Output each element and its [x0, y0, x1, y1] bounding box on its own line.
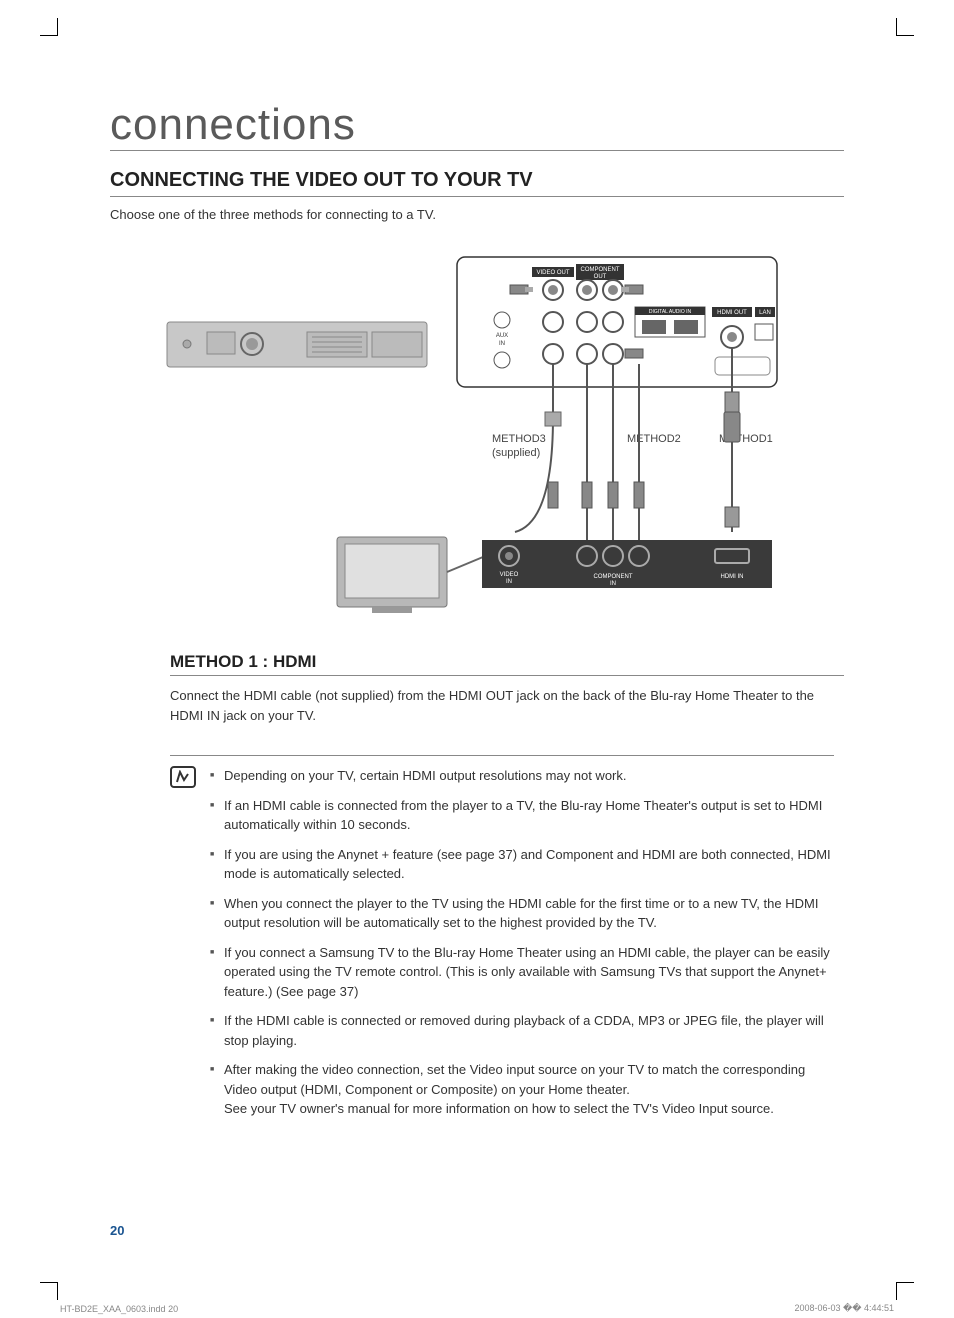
svg-text:IN: IN — [506, 579, 512, 585]
intro-text: Choose one of the three methods for conn… — [110, 207, 844, 222]
note-item: Depending on your TV, certain HDMI outpu… — [210, 766, 834, 786]
svg-text:IN: IN — [610, 581, 616, 587]
note-item: If you are using the Anynet + feature (s… — [210, 845, 834, 884]
svg-text:IN: IN — [499, 341, 505, 347]
note-item: After making the video connection, set t… — [210, 1060, 834, 1119]
method1-heading: METHOD 1 : HDMI — [170, 652, 844, 676]
port-lan: LAN — [759, 310, 771, 316]
title-rule: connections — [110, 100, 844, 151]
note-item: If the HDMI cable is connected or remove… — [210, 1011, 834, 1050]
tv-component-in: COMPONENT — [594, 574, 633, 580]
diagram-method2: METHOD2 — [627, 433, 681, 445]
crop-mark — [896, 1282, 914, 1300]
page-number: 20 — [110, 1223, 124, 1238]
port-component-out: COMPONENT — [581, 267, 620, 273]
port-digital-audio-in: DIGITAL AUDIO IN — [649, 309, 692, 315]
crop-mark — [896, 18, 914, 36]
diagram-supplied: (supplied) — [492, 447, 540, 459]
diagram-method3: METHOD3 — [492, 433, 546, 445]
note-item: If you connect a Samsung TV to the Blu-r… — [210, 943, 834, 1002]
method1-description: Connect the HDMI cable (not supplied) fr… — [170, 686, 834, 725]
port-video-out: VIDEO OUT — [536, 270, 569, 276]
svg-text:OUT: OUT — [594, 274, 607, 280]
section-heading: CONNECTING THE VIDEO OUT TO YOUR TV — [110, 169, 844, 197]
connection-diagram: VIDEO OUT COMPONENT OUT AUX IN DIG — [110, 242, 844, 622]
note-item: If an HDMI cable is connected from the p… — [210, 796, 834, 835]
tv-hdmi-in: HDMI IN — [721, 574, 744, 580]
note-item: When you connect the player to the TV us… — [210, 894, 834, 933]
crop-mark — [40, 1282, 58, 1300]
page-content: connections CONNECTING THE VIDEO OUT TO … — [60, 60, 894, 1258]
page-title: connections — [110, 100, 356, 151]
footer-left: HT-BD2E_XAA_0603.indd 20 — [60, 1304, 178, 1314]
svg-text:AUX: AUX — [496, 333, 508, 339]
footer-right: 2008-06-03 �� 4:44:51 — [794, 1303, 894, 1314]
port-hdmi-out: HDMI OUT — [717, 310, 747, 316]
crop-mark — [40, 18, 58, 36]
note-icon — [170, 766, 196, 788]
notes-section: Depending on your TV, certain HDMI outpu… — [170, 755, 834, 1119]
notes-list: Depending on your TV, certain HDMI outpu… — [210, 766, 834, 1119]
tv-video-in: VIDEO — [500, 572, 519, 578]
